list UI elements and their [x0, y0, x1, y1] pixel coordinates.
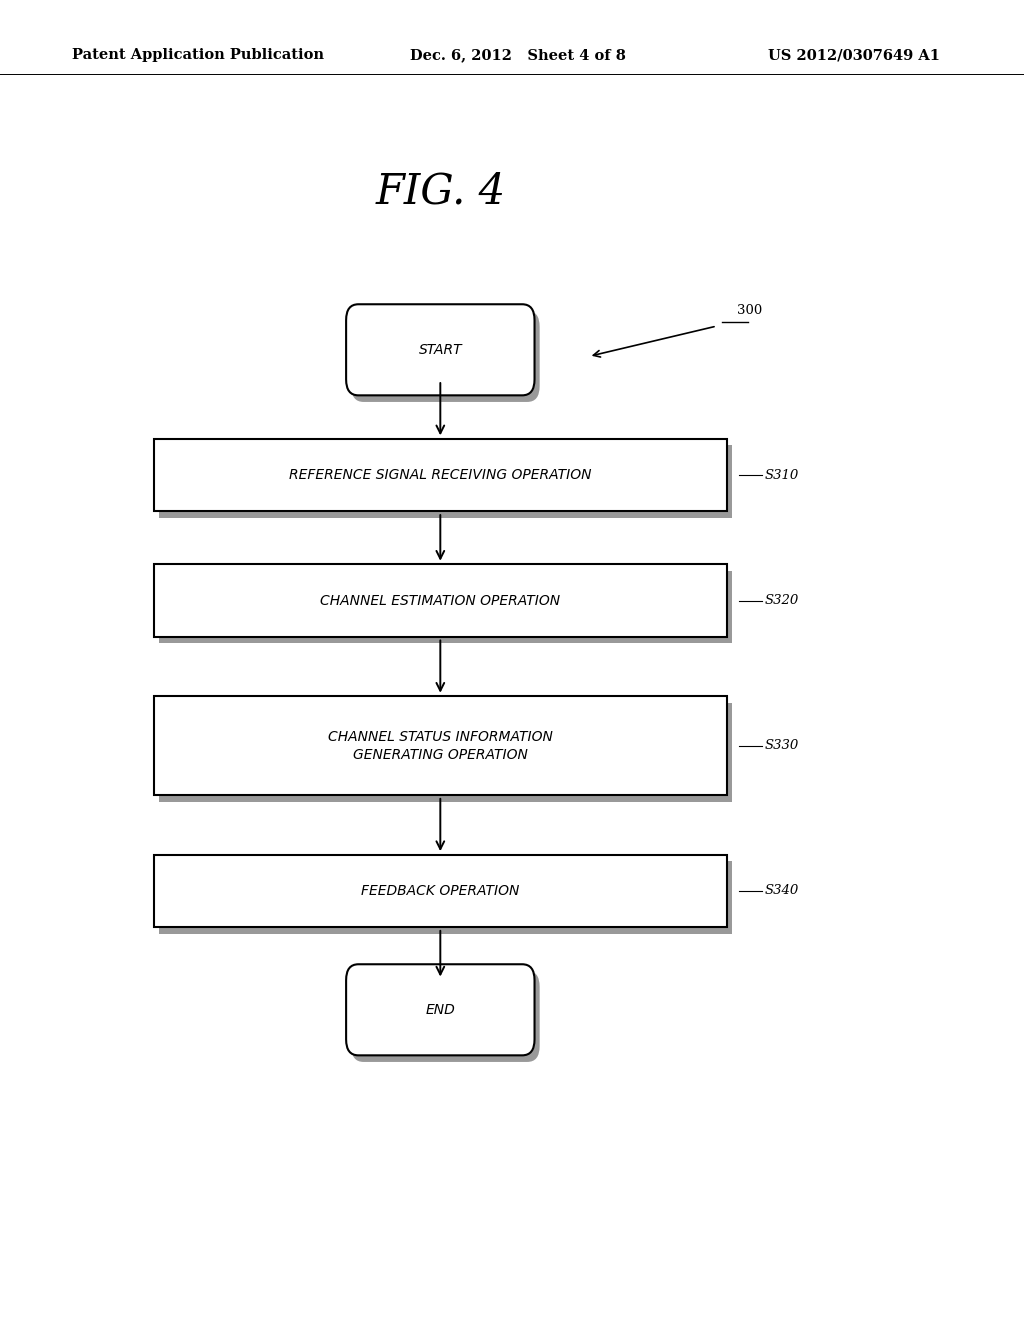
Text: CHANNEL ESTIMATION OPERATION: CHANNEL ESTIMATION OPERATION	[321, 594, 560, 607]
FancyBboxPatch shape	[351, 312, 540, 401]
Bar	[154, 697, 727, 795]
FancyBboxPatch shape	[346, 304, 535, 396]
Text: CHANNEL STATUS INFORMATION
GENERATING OPERATION: CHANNEL STATUS INFORMATION GENERATING OP…	[328, 730, 553, 762]
Bar	[154, 564, 727, 636]
Text: END: END	[425, 1003, 456, 1016]
Text: 300: 300	[737, 304, 763, 317]
Text: S330: S330	[765, 739, 799, 752]
FancyBboxPatch shape	[346, 964, 535, 1056]
Bar	[159, 445, 732, 517]
Text: START: START	[419, 343, 462, 356]
Text: S340: S340	[765, 884, 799, 898]
FancyBboxPatch shape	[351, 972, 540, 1061]
Bar	[154, 855, 727, 927]
Text: FIG. 4: FIG. 4	[375, 170, 506, 213]
Text: Patent Application Publication: Patent Application Publication	[72, 49, 324, 62]
Bar	[159, 862, 732, 935]
Bar	[159, 570, 732, 643]
Text: Dec. 6, 2012   Sheet 4 of 8: Dec. 6, 2012 Sheet 4 of 8	[410, 49, 626, 62]
Text: FEEDBACK OPERATION: FEEDBACK OPERATION	[361, 884, 519, 898]
Bar	[154, 438, 727, 511]
Text: S310: S310	[765, 469, 799, 482]
Text: REFERENCE SIGNAL RECEIVING OPERATION: REFERENCE SIGNAL RECEIVING OPERATION	[289, 469, 592, 482]
Text: US 2012/0307649 A1: US 2012/0307649 A1	[768, 49, 940, 62]
Text: S320: S320	[765, 594, 799, 607]
Bar	[159, 702, 732, 801]
